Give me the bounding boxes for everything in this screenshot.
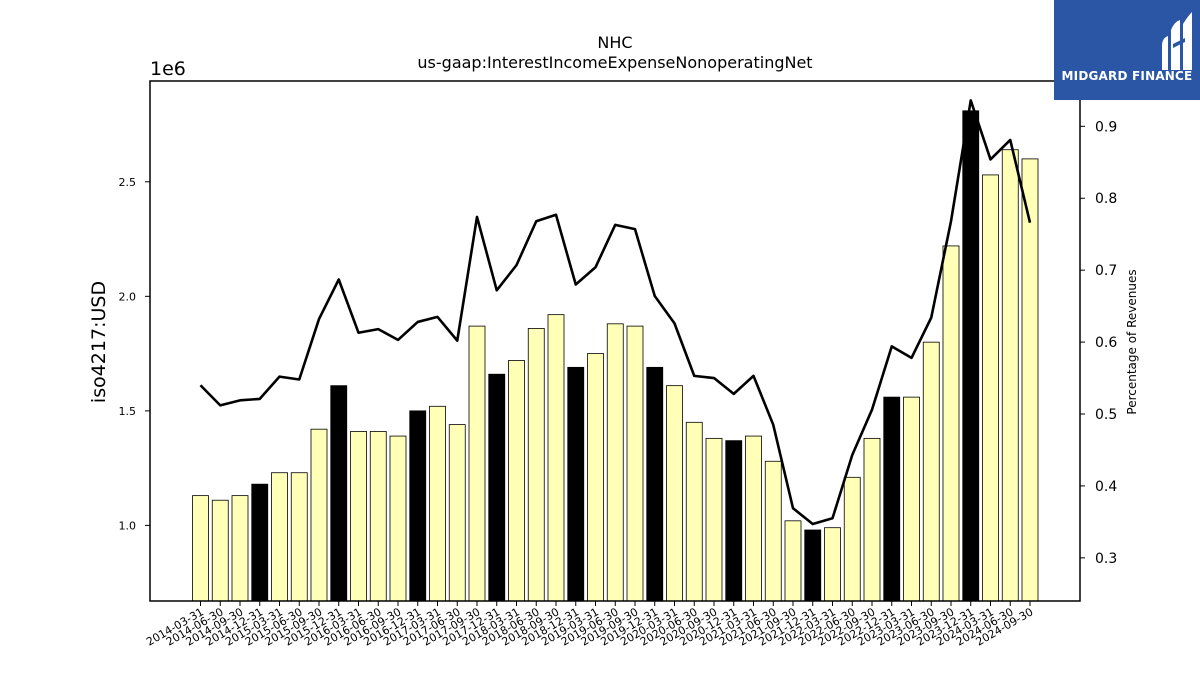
y2-tick-label: 0.7 <box>1095 263 1117 279</box>
bar <box>606 323 624 602</box>
bar <box>942 245 960 602</box>
y-tick-label: 2.0 <box>119 290 137 303</box>
bar <box>508 360 525 602</box>
bar <box>1001 149 1019 602</box>
bar <box>725 440 743 602</box>
bar <box>843 476 861 602</box>
bar <box>804 529 822 602</box>
bar <box>271 472 288 602</box>
y2-tick-label: 0.4 <box>1095 479 1117 495</box>
bar <box>666 385 683 602</box>
chart-title: NHC <box>597 33 632 52</box>
bar <box>290 472 308 602</box>
bar <box>448 424 466 602</box>
bar <box>330 385 348 602</box>
y-axis-label: iso4217:USD <box>88 281 110 403</box>
bar <box>192 495 209 602</box>
bar <box>389 435 407 602</box>
bars-group <box>192 110 1039 602</box>
bar <box>547 314 565 602</box>
bar <box>369 431 387 602</box>
midgard-finance-logo: MIDGARD FINANCE <box>1054 0 1200 100</box>
bar <box>863 437 881 602</box>
bar <box>903 396 920 602</box>
y2-tick-label: 0.9 <box>1095 119 1117 135</box>
y-offset-label: 1e6 <box>150 58 186 80</box>
plot-frame <box>149 80 1081 602</box>
bar <box>824 527 841 602</box>
bar <box>646 366 664 602</box>
bar <box>211 499 229 602</box>
bar <box>587 353 604 602</box>
bar <box>962 110 980 602</box>
y-tick-label: 2.5 <box>119 176 137 189</box>
y2-tick-label: 0.5 <box>1095 407 1117 423</box>
bar <box>251 483 269 602</box>
logo-mark-icon <box>1162 12 1192 70</box>
y-tick-label: 1.5 <box>119 405 137 418</box>
bar <box>231 495 249 602</box>
y2-tick-label: 0.8 <box>1095 191 1117 207</box>
logo-text: MIDGARD FINANCE <box>1061 69 1193 83</box>
bar <box>745 435 762 602</box>
bar <box>429 405 446 602</box>
bar <box>883 396 901 602</box>
bar <box>468 325 486 602</box>
axes-group: 1.01.52.02.50.30.40.50.60.70.80.92014-03… <box>119 119 1118 648</box>
bar <box>488 373 506 602</box>
bar <box>922 341 940 602</box>
bar <box>705 437 723 602</box>
bar <box>310 428 328 602</box>
y2-tick-label: 0.3 <box>1095 551 1117 567</box>
bar <box>1021 158 1039 602</box>
line-group <box>199 99 1032 526</box>
bar <box>350 431 367 602</box>
bar <box>685 421 703 602</box>
bar <box>409 410 427 602</box>
bar <box>567 366 585 602</box>
bar <box>626 325 644 602</box>
bar <box>784 520 802 602</box>
y2-tick-label: 0.6 <box>1095 335 1117 351</box>
percentage-line <box>199 99 1032 526</box>
y-tick-label: 1.0 <box>119 519 137 532</box>
bar <box>764 460 782 602</box>
y2-axis-label: Percentage of Revenues <box>1125 269 1139 414</box>
chart-subtitle: us-gaap:InterestIncomeExpenseNonoperatin… <box>417 53 812 72</box>
bar <box>527 327 545 602</box>
bar <box>982 174 999 602</box>
